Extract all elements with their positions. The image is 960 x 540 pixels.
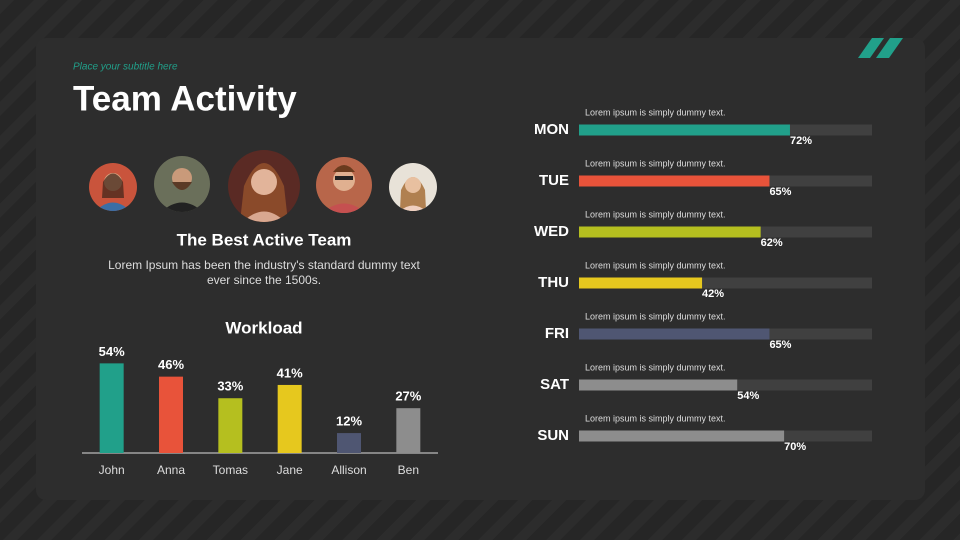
- x-tick-label: Allison: [331, 463, 366, 477]
- value-label: 54%: [737, 390, 759, 402]
- team-text: Lorem Ipsum has been the industry's stan…: [108, 258, 420, 272]
- value-label: 54%: [99, 344, 125, 359]
- bar: [337, 433, 361, 453]
- y-tick-label: SUN: [537, 427, 569, 444]
- y-tick-label: WED: [534, 223, 569, 240]
- bar: [579, 328, 770, 340]
- value-label: 70%: [784, 441, 806, 453]
- bar: [159, 376, 183, 453]
- description: Lorem ipsum is simply dummy text.: [585, 362, 726, 372]
- description: Lorem ipsum is simply dummy text.: [585, 260, 726, 270]
- bar: [218, 398, 243, 453]
- description: Lorem ipsum is simply dummy text.: [585, 209, 726, 219]
- value-label: 72%: [790, 135, 812, 147]
- y-tick-label: FRI: [545, 325, 569, 342]
- y-tick-label: SAT: [540, 376, 569, 393]
- x-tick-label: John: [99, 463, 125, 477]
- bar: [396, 408, 421, 453]
- value-label: 27%: [395, 389, 421, 404]
- bar: [579, 430, 785, 442]
- logo: [858, 38, 903, 58]
- bar: [277, 384, 302, 453]
- bar: [579, 226, 761, 238]
- bar: [579, 277, 703, 289]
- title: Team Activity: [73, 79, 297, 118]
- team-title: The Best Active Team: [177, 230, 352, 249]
- chart-title: Workload: [225, 318, 302, 337]
- value-label: 62%: [761, 237, 783, 249]
- bar: [99, 363, 124, 453]
- x-tick-label: Ben: [398, 463, 419, 477]
- value-label: 42%: [702, 288, 724, 300]
- x-tick-label: Tomas: [213, 463, 248, 477]
- description: Lorem ipsum is simply dummy text.: [585, 311, 726, 321]
- description: Lorem ipsum is simply dummy text.: [585, 158, 726, 168]
- y-tick-label: THU: [538, 274, 569, 291]
- description: Lorem ipsum is simply dummy text.: [585, 413, 726, 423]
- x-tick-label: Jane: [277, 463, 303, 477]
- subtitle: Place your subtitle here: [73, 62, 178, 73]
- bar: [579, 124, 790, 136]
- value-label: 65%: [769, 186, 791, 198]
- y-tick-label: MON: [534, 121, 569, 138]
- value-label: 65%: [769, 339, 791, 351]
- value-label: 33%: [217, 379, 243, 394]
- value-label: 46%: [158, 357, 184, 372]
- value-label: 12%: [336, 414, 362, 429]
- x-tick-label: Anna: [157, 463, 185, 477]
- bar-track: [579, 277, 872, 289]
- bar: [579, 175, 770, 187]
- value-label: 41%: [277, 365, 303, 380]
- description: Lorem ipsum is simply dummy text.: [585, 107, 726, 117]
- y-tick-label: TUE: [539, 172, 569, 189]
- team-text: ever since the 1500s.: [207, 273, 321, 287]
- bar: [579, 379, 738, 391]
